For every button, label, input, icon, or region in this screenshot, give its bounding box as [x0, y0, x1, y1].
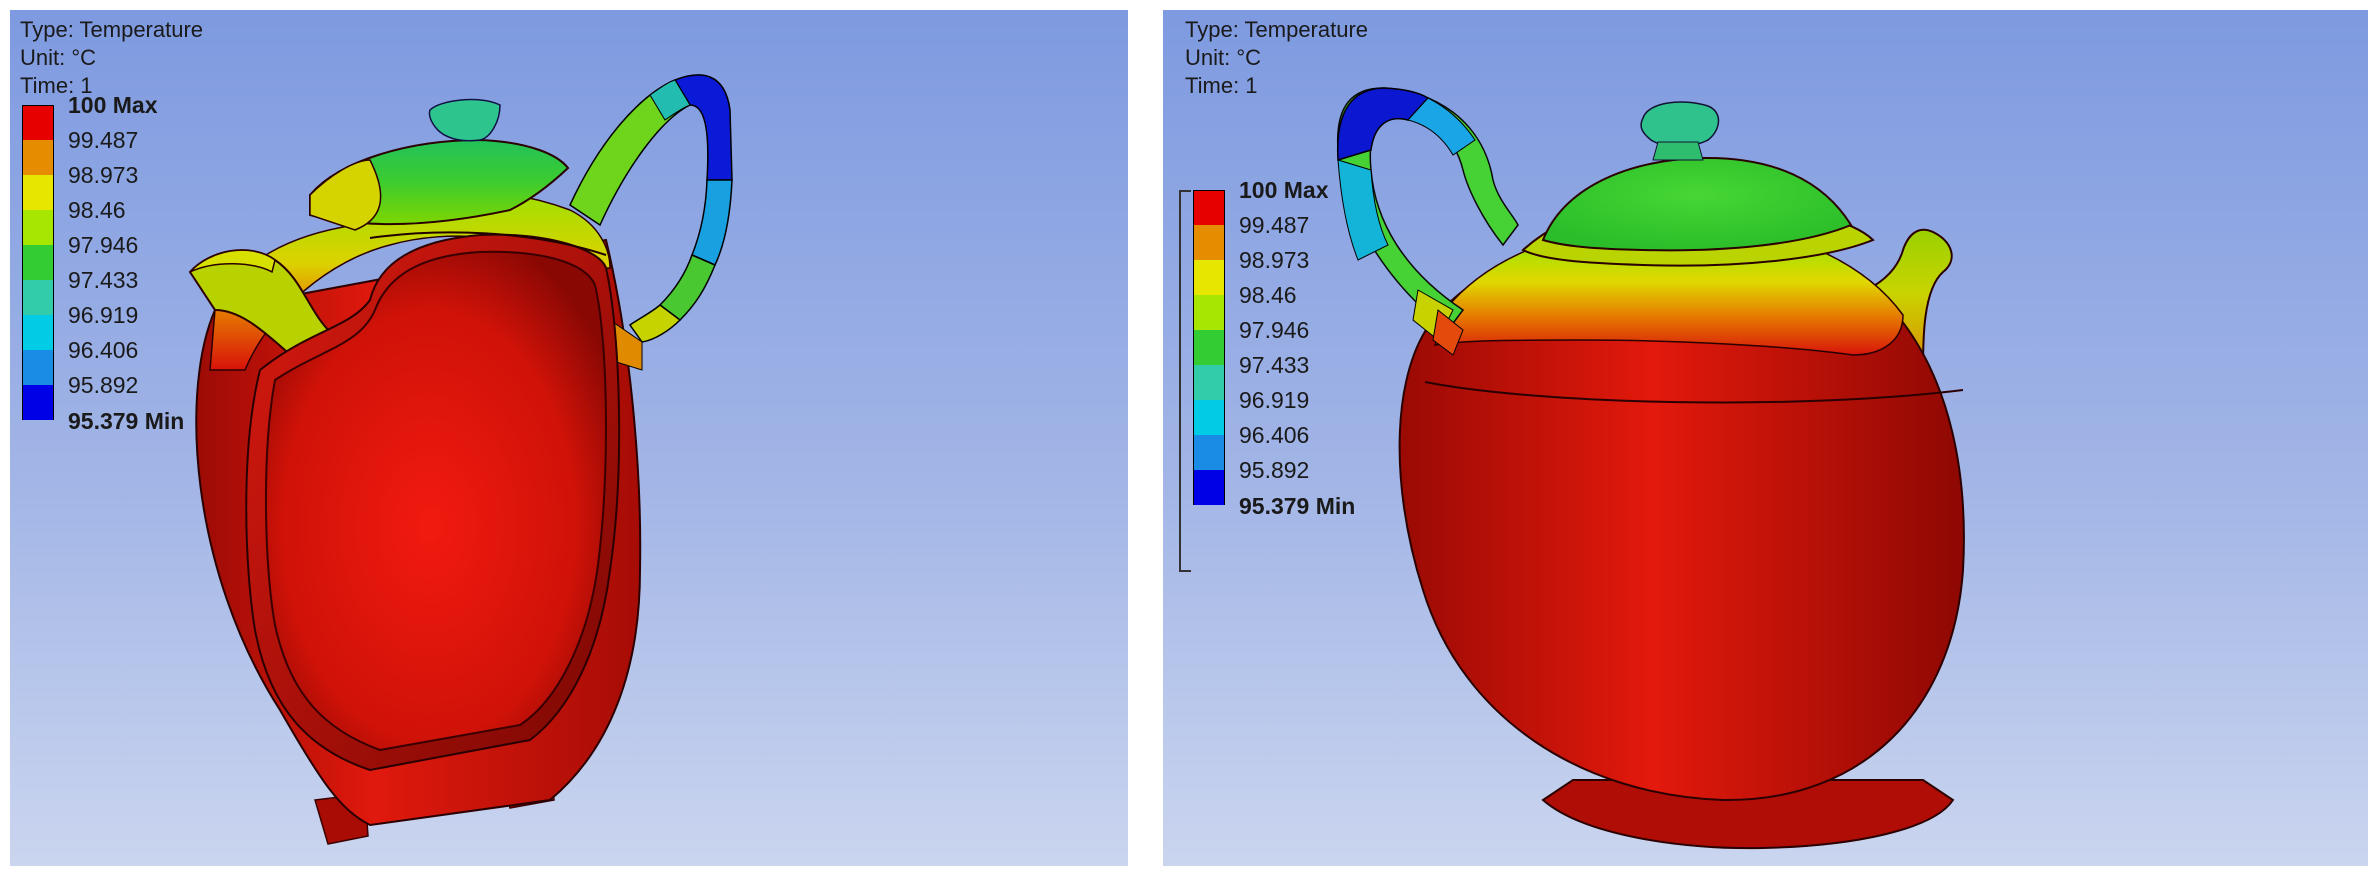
teapot-full-model[interactable]	[1163, 10, 2368, 866]
legend-min-label: 95.379 Min	[1239, 493, 1356, 519]
spout-left-lip	[189, 249, 276, 274]
legend-swatch	[22, 245, 54, 280]
legend-row: 98.973	[1193, 247, 1329, 295]
result-info-right: Type: Temperature Unit: °C Time: 1	[1185, 16, 1368, 100]
legend-swatch	[1193, 295, 1225, 330]
legend-swatch	[1193, 470, 1225, 505]
lid-dome	[1541, 156, 1853, 252]
legend-value: 96.919	[68, 302, 139, 328]
legend-value: 98.46	[1239, 282, 1297, 308]
legend-swatch	[22, 385, 54, 420]
legend-value: 95.892	[1239, 457, 1310, 483]
legend-value: 96.406	[1239, 422, 1310, 448]
legend-value: 96.919	[1239, 387, 1310, 413]
legend-swatch	[22, 140, 54, 175]
legend-swatch	[1193, 435, 1225, 470]
legend-row: 96.406	[1193, 422, 1329, 470]
legend-row: 97.433	[22, 267, 158, 315]
legend-value: 97.433	[1239, 352, 1310, 378]
legend-row: 100 Max	[22, 92, 158, 140]
result-type: Type: Temperature	[20, 17, 204, 42]
legend-value: 95.892	[68, 372, 139, 398]
legend-value: 98.973	[1239, 247, 1310, 273]
legend-swatch	[22, 175, 54, 210]
legend-row: 98.46	[22, 197, 158, 245]
legend-row: 98.46	[1193, 282, 1329, 330]
handle-join-orange	[1432, 309, 1464, 356]
legend-row: 98.973	[22, 162, 158, 210]
legend-value: 98.973	[68, 162, 139, 188]
legend-row: 100 Max	[1193, 177, 1329, 225]
legend-swatch	[22, 350, 54, 385]
handle-left-cyan	[1337, 159, 1389, 261]
result-type: Type: Temperature	[1185, 17, 1369, 42]
legend-row: 99.487	[1193, 212, 1329, 260]
legend-swatch	[22, 210, 54, 245]
teapot-section-model[interactable]	[10, 10, 1128, 866]
cavity-seam	[369, 231, 607, 256]
result-time: Time: 1	[20, 73, 93, 98]
teapot-base	[1541, 779, 1955, 850]
result-time: Time: 1	[1185, 73, 1258, 98]
result-info-left: Type: Temperature Unit: °C Time: 1	[20, 16, 203, 100]
legend-value: 99.487	[1239, 212, 1310, 238]
legend-row: 95.892	[1193, 457, 1329, 505]
legend-row: 97.433	[1193, 352, 1329, 400]
legend-row: 99.487	[22, 127, 158, 175]
handle-upper-arm-cyan	[649, 79, 691, 121]
color-legend-left[interactable]: 100 Max 99.487 98.973 98.46 97.946 97.43…	[22, 92, 184, 434]
lid-knob	[1640, 101, 1720, 147]
legend-swatch	[1193, 190, 1225, 225]
legend-value: 99.487	[68, 127, 139, 153]
legend-value: 97.946	[1239, 317, 1310, 343]
viewport-right-full-view[interactable]: Type: Temperature Unit: °C Time: 1 100 M…	[1163, 10, 2368, 866]
legend-row: 96.919	[1193, 387, 1329, 435]
legend-value: 98.46	[68, 197, 126, 223]
handle-top-blue	[1336, 87, 1430, 161]
cavity-interior[interactable]	[265, 250, 607, 752]
legend-row: 96.406	[22, 337, 158, 385]
legend-swatch	[1193, 365, 1225, 400]
lid-knob	[428, 98, 501, 142]
legend-value: 97.946	[68, 232, 139, 258]
legend-swatch	[22, 280, 54, 315]
legend-swatch	[1193, 260, 1225, 295]
handle-mid-cyan	[691, 179, 733, 266]
legend-max-label: 100 Max	[68, 92, 158, 118]
handle-upper-blue	[673, 74, 733, 181]
legend-bracket	[1179, 190, 1191, 572]
lid-knob-stem	[1652, 141, 1704, 161]
color-legend-right[interactable]: 100 Max 99.487 98.973 98.46 97.946 97.43…	[1193, 177, 1355, 519]
legend-swatch	[1193, 225, 1225, 260]
legend-value: 97.433	[68, 267, 139, 293]
legend-min-label: 95.379 Min	[68, 408, 185, 434]
legend-max-label: 100 Max	[1239, 177, 1329, 203]
legend-row: 97.946	[1193, 317, 1329, 365]
legend-swatch	[1193, 330, 1225, 365]
handle-top-cyan	[1407, 97, 1476, 156]
legend-row: 97.946	[22, 232, 158, 280]
result-unit: Unit: °C	[1185, 45, 1262, 70]
legend-swatch	[1193, 400, 1225, 435]
viewport-left-section-view[interactable]: Type: Temperature Unit: °C Time: 1 100 M…	[10, 10, 1128, 866]
result-unit: Unit: °C	[20, 45, 97, 70]
legend-swatch	[22, 315, 54, 350]
lid-rim-cut	[309, 159, 382, 231]
body-seam-line	[1424, 381, 1964, 404]
legend-row: 95.892	[22, 372, 158, 420]
legend-value: 96.406	[68, 337, 139, 363]
legend-row: 96.919	[22, 302, 158, 350]
legend-swatch	[22, 105, 54, 140]
